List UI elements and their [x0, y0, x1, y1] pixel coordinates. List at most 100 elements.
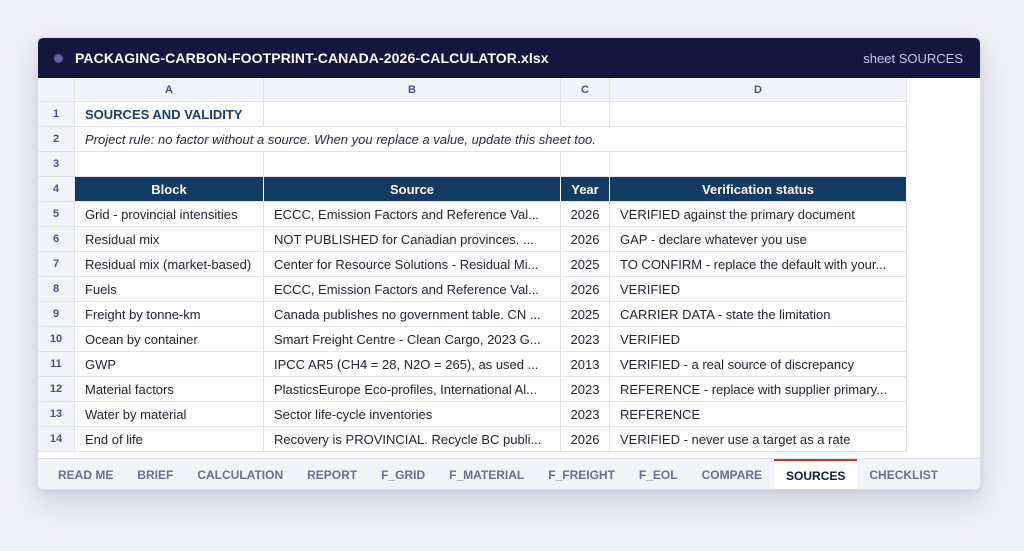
tab-checklist[interactable]: CHECKLIST [869, 468, 939, 482]
tab-f-eol[interactable]: F_EOL [638, 468, 678, 482]
header-verification-status[interactable]: Verification status [610, 177, 907, 202]
year-cell[interactable]: 2023 [561, 402, 610, 427]
block-cell[interactable]: End of life [75, 427, 264, 452]
source-text: ECCC, Emission Factors and Reference Val… [274, 281, 539, 297]
status-text: VERIFIED - a real source of discrepancy [620, 356, 855, 372]
column-header-d[interactable]: D [610, 78, 907, 102]
table-row: 11 GWP IPCC AR5 (CH4 = 28, N2O = 265), a… [38, 352, 907, 377]
block-text: Grid - provincial intensities [85, 206, 238, 222]
source-cell[interactable]: PlasticsEurope Eco-profiles, Internation… [264, 377, 561, 402]
year-cell[interactable]: 2026 [561, 227, 610, 252]
status-cell[interactable]: VERIFIED [610, 277, 907, 302]
tab-compare[interactable]: COMPARE [701, 468, 763, 482]
column-header-b[interactable]: B [264, 78, 561, 102]
row-number[interactable]: 4 [38, 177, 75, 202]
row-number[interactable]: 2 [38, 127, 75, 152]
row-number[interactable]: 14 [38, 427, 75, 452]
year-cell[interactable]: 2025 [561, 302, 610, 327]
block-cell[interactable]: Water by material [75, 402, 264, 427]
cell[interactable] [561, 102, 610, 127]
block-text: Material factors [85, 381, 174, 397]
select-all-corner[interactable] [38, 78, 75, 102]
project-rule-cell[interactable]: Project rule: no factor without a source… [75, 127, 907, 152]
column-header-c[interactable]: C [561, 78, 610, 102]
spreadsheet-window: PACKAGING-CARBON-FOOTPRINT-CANADA-2026-C… [37, 37, 981, 490]
row-number[interactable]: 13 [38, 402, 75, 427]
source-cell[interactable]: ECCC, Emission Factors and Reference Val… [264, 202, 561, 227]
cell[interactable] [264, 152, 561, 177]
source-text: ECCC, Emission Factors and Reference Val… [274, 206, 539, 222]
tab-read-me[interactable]: READ ME [58, 468, 114, 482]
tab-f-grid[interactable]: F_GRID [381, 468, 426, 482]
year-cell[interactable]: 2025 [561, 252, 610, 277]
table-row: 13 Water by material Sector life-cycle i… [38, 402, 907, 427]
cell[interactable] [75, 152, 264, 177]
source-cell[interactable]: ECCC, Emission Factors and Reference Val… [264, 277, 561, 302]
block-text: Residual mix [85, 231, 160, 247]
row-number[interactable]: 5 [38, 202, 75, 227]
sheet-row: 3 [38, 152, 907, 177]
status-cell[interactable]: TO CONFIRM - replace the default with yo… [610, 252, 907, 277]
block-cell[interactable]: Freight by tonne-km [75, 302, 264, 327]
source-text: Center for Resource Solutions - Residual… [274, 256, 539, 272]
status-cell[interactable]: REFERENCE - replace with supplier primar… [610, 377, 907, 402]
year-cell[interactable]: 2023 [561, 377, 610, 402]
table-header-row: 4 Block Source Year Verification status [38, 177, 907, 202]
year-cell[interactable]: 2023 [561, 327, 610, 352]
cell[interactable] [610, 152, 907, 177]
header-block[interactable]: Block [75, 177, 264, 202]
header-year[interactable]: Year [561, 177, 610, 202]
row-number[interactable]: 9 [38, 302, 75, 327]
source-cell[interactable]: IPCC AR5 (CH4 = 28, N2O = 265), as used … [264, 352, 561, 377]
tab-calculation[interactable]: CALCULATION [197, 468, 284, 482]
status-text: VERIFIED [620, 281, 680, 297]
year-cell[interactable]: 2013 [561, 352, 610, 377]
source-cell[interactable]: Sector life-cycle inventories [264, 402, 561, 427]
row-number[interactable]: 1 [38, 102, 75, 127]
status-cell[interactable]: GAP - declare whatever you use [610, 227, 907, 252]
block-cell[interactable]: Grid - provincial intensities [75, 202, 264, 227]
source-cell[interactable]: Center for Resource Solutions - Residual… [264, 252, 561, 277]
row-number[interactable]: 8 [38, 277, 75, 302]
row-number[interactable]: 12 [38, 377, 75, 402]
row-number[interactable]: 7 [38, 252, 75, 277]
status-cell[interactable]: VERIFIED - never use a target as a rate [610, 427, 907, 452]
status-cell[interactable]: CARRIER DATA - state the limitation [610, 302, 907, 327]
status-cell[interactable]: VERIFIED [610, 327, 907, 352]
tab-brief[interactable]: BRIEF [137, 468, 174, 482]
row-number[interactable]: 6 [38, 227, 75, 252]
column-header-a[interactable]: A [75, 78, 264, 102]
tab-report[interactable]: REPORT [307, 468, 358, 482]
cell[interactable] [561, 152, 610, 177]
active-sheet-label: sheet SOURCES [863, 50, 963, 66]
block-cell[interactable]: Residual mix [75, 227, 264, 252]
table-row: 10 Ocean by container Smart Freight Cent… [38, 327, 907, 352]
block-text: Residual mix (market-based) [85, 256, 252, 272]
block-cell[interactable]: GWP [75, 352, 264, 377]
source-cell[interactable]: Canada publishes no government table. CN… [264, 302, 561, 327]
year-cell[interactable]: 2026 [561, 202, 610, 227]
tab-sources[interactable]: SOURCES [774, 459, 858, 489]
source-cell[interactable]: NOT PUBLISHED for Canadian provinces. ..… [264, 227, 561, 252]
source-cell[interactable]: Smart Freight Centre - Clean Cargo, 2023… [264, 327, 561, 352]
year-cell[interactable]: 2026 [561, 277, 610, 302]
header-source[interactable]: Source [264, 177, 561, 202]
block-cell[interactable]: Fuels [75, 277, 264, 302]
block-cell[interactable]: Material factors [75, 377, 264, 402]
cell[interactable] [264, 102, 561, 127]
sheet-title-cell[interactable]: SOURCES AND VALIDITY [75, 102, 264, 127]
status-cell[interactable]: VERIFIED - a real source of discrepancy [610, 352, 907, 377]
source-cell[interactable]: Recovery is PROVINCIAL. Recycle BC publi… [264, 427, 561, 452]
row-number[interactable]: 10 [38, 327, 75, 352]
tab-f-freight[interactable]: F_FREIGHT [548, 468, 615, 482]
cell[interactable] [610, 102, 907, 127]
block-cell[interactable]: Ocean by container [75, 327, 264, 352]
source-text: Canada publishes no government table. CN… [274, 306, 541, 322]
status-cell[interactable]: VERIFIED against the primary document [610, 202, 907, 227]
status-cell[interactable]: REFERENCE [610, 402, 907, 427]
row-number[interactable]: 3 [38, 152, 75, 177]
block-cell[interactable]: Residual mix (market-based) [75, 252, 264, 277]
row-number[interactable]: 11 [38, 352, 75, 377]
tab-f-material[interactable]: F_MATERIAL [449, 468, 525, 482]
year-cell[interactable]: 2026 [561, 427, 610, 452]
